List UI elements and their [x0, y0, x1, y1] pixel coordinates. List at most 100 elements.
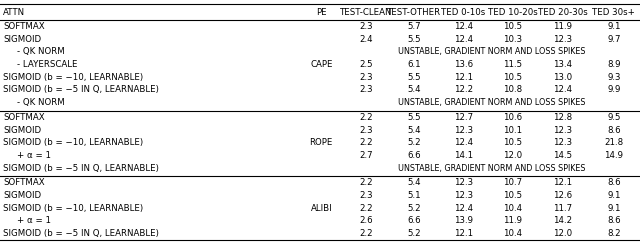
Text: 2.2: 2.2	[360, 229, 373, 238]
Text: 9.9: 9.9	[607, 85, 620, 94]
Text: 21.8: 21.8	[604, 138, 623, 147]
Text: 5.2: 5.2	[408, 229, 421, 238]
Text: 2.7: 2.7	[360, 151, 373, 160]
Text: TED 30s+: TED 30s+	[593, 8, 635, 17]
Text: UNSTABLE, GRADIENT NORM AND LOSS SPIKES: UNSTABLE, GRADIENT NORM AND LOSS SPIKES	[398, 164, 585, 173]
Text: 13.6: 13.6	[454, 60, 473, 69]
Text: 5.1: 5.1	[408, 191, 421, 200]
Text: 14.5: 14.5	[553, 151, 572, 160]
Text: 12.6: 12.6	[553, 191, 572, 200]
Text: 12.4: 12.4	[553, 85, 572, 94]
Text: - QK NORM: - QK NORM	[17, 98, 65, 107]
Text: ALIBI: ALIBI	[310, 204, 332, 213]
Text: 12.1: 12.1	[454, 73, 473, 82]
Text: 2.2: 2.2	[360, 113, 373, 122]
Text: SIGMOID: SIGMOID	[3, 125, 42, 134]
Text: 8.6: 8.6	[607, 178, 621, 187]
Text: 14.1: 14.1	[454, 151, 473, 160]
Text: 2.3: 2.3	[360, 191, 373, 200]
Text: 8.2: 8.2	[607, 229, 621, 238]
Text: 10.5: 10.5	[503, 73, 522, 82]
Text: + α = 1: + α = 1	[17, 216, 51, 225]
Text: SIGMOID (b = −5 IN Q, LEARNABLE): SIGMOID (b = −5 IN Q, LEARNABLE)	[3, 85, 159, 94]
Text: 12.7: 12.7	[454, 113, 473, 122]
Text: 2.2: 2.2	[360, 138, 373, 147]
Text: SIGMOID: SIGMOID	[3, 35, 42, 44]
Text: 9.1: 9.1	[607, 191, 621, 200]
Text: 5.7: 5.7	[408, 22, 421, 31]
Text: 9.7: 9.7	[607, 35, 621, 44]
Text: 12.3: 12.3	[454, 178, 473, 187]
Text: 9.3: 9.3	[607, 73, 621, 82]
Text: TED 10-20s: TED 10-20s	[488, 8, 538, 17]
Text: 12.3: 12.3	[454, 125, 473, 134]
Text: 5.4: 5.4	[408, 178, 421, 187]
Text: 6.1: 6.1	[408, 60, 421, 69]
Text: 11.7: 11.7	[553, 204, 572, 213]
Text: 9.1: 9.1	[607, 204, 621, 213]
Text: 13.9: 13.9	[454, 216, 473, 225]
Text: SIGMOID (b = −5 IN Q, LEARNABLE): SIGMOID (b = −5 IN Q, LEARNABLE)	[3, 164, 159, 173]
Text: TED 0-10s: TED 0-10s	[441, 8, 486, 17]
Text: SIGMOID (b = −10, LEARNABLE): SIGMOID (b = −10, LEARNABLE)	[3, 204, 143, 213]
Text: 2.3: 2.3	[360, 22, 373, 31]
Text: 12.4: 12.4	[454, 35, 473, 44]
Text: 12.3: 12.3	[454, 191, 473, 200]
Text: 12.0: 12.0	[553, 229, 572, 238]
Text: 12.4: 12.4	[454, 204, 473, 213]
Text: 5.2: 5.2	[408, 138, 421, 147]
Text: 13.4: 13.4	[553, 60, 572, 69]
Text: 10.7: 10.7	[503, 178, 522, 187]
Text: 9.1: 9.1	[607, 22, 621, 31]
Text: 11.5: 11.5	[503, 60, 522, 69]
Text: 10.4: 10.4	[503, 229, 522, 238]
Text: 2.3: 2.3	[360, 73, 373, 82]
Text: 12.3: 12.3	[553, 35, 572, 44]
Text: SOFTMAX: SOFTMAX	[3, 178, 45, 187]
Text: 6.6: 6.6	[408, 216, 421, 225]
Text: PE: PE	[316, 8, 326, 17]
Text: 10.5: 10.5	[503, 22, 522, 31]
Text: 8.6: 8.6	[607, 125, 621, 134]
Text: 12.3: 12.3	[553, 138, 572, 147]
Text: 2.2: 2.2	[360, 204, 373, 213]
Text: 5.5: 5.5	[408, 35, 421, 44]
Text: 6.6: 6.6	[408, 151, 421, 160]
Text: 12.1: 12.1	[553, 178, 572, 187]
Text: - QK NORM: - QK NORM	[17, 47, 65, 56]
Text: 12.4: 12.4	[454, 138, 473, 147]
Text: 2.2: 2.2	[360, 178, 373, 187]
Text: TEST-OTHER: TEST-OTHER	[387, 8, 442, 17]
Text: 12.8: 12.8	[553, 113, 572, 122]
Text: 10.1: 10.1	[503, 125, 522, 134]
Text: TEST-CLEAN: TEST-CLEAN	[340, 8, 393, 17]
Text: 14.2: 14.2	[553, 216, 572, 225]
Text: ROPE: ROPE	[310, 138, 333, 147]
Text: UNSTABLE, GRADIENT NORM AND LOSS SPIKES: UNSTABLE, GRADIENT NORM AND LOSS SPIKES	[398, 47, 585, 56]
Text: SIGMOID (b = −10, LEARNABLE): SIGMOID (b = −10, LEARNABLE)	[3, 138, 143, 147]
Text: 2.6: 2.6	[360, 216, 373, 225]
Text: 2.3: 2.3	[360, 85, 373, 94]
Text: 8.6: 8.6	[607, 216, 621, 225]
Text: 11.9: 11.9	[553, 22, 572, 31]
Text: 12.4: 12.4	[454, 22, 473, 31]
Text: 8.9: 8.9	[607, 60, 621, 69]
Text: 5.4: 5.4	[408, 85, 421, 94]
Text: TED 20-30s: TED 20-30s	[538, 8, 588, 17]
Text: 2.4: 2.4	[360, 35, 373, 44]
Text: 5.5: 5.5	[408, 73, 421, 82]
Text: 9.5: 9.5	[607, 113, 621, 122]
Text: 5.5: 5.5	[408, 113, 421, 122]
Text: ATTN: ATTN	[3, 8, 26, 17]
Text: SOFTMAX: SOFTMAX	[3, 113, 45, 122]
Text: 10.3: 10.3	[503, 35, 522, 44]
Text: SIGMOID (b = −10, LEARNABLE): SIGMOID (b = −10, LEARNABLE)	[3, 73, 143, 82]
Text: 10.6: 10.6	[503, 113, 522, 122]
Text: 13.0: 13.0	[553, 73, 572, 82]
Text: 12.1: 12.1	[454, 229, 473, 238]
Text: 10.4: 10.4	[503, 204, 522, 213]
Text: 10.5: 10.5	[503, 138, 522, 147]
Text: 10.5: 10.5	[503, 191, 522, 200]
Text: 11.9: 11.9	[503, 216, 522, 225]
Text: 2.3: 2.3	[360, 125, 373, 134]
